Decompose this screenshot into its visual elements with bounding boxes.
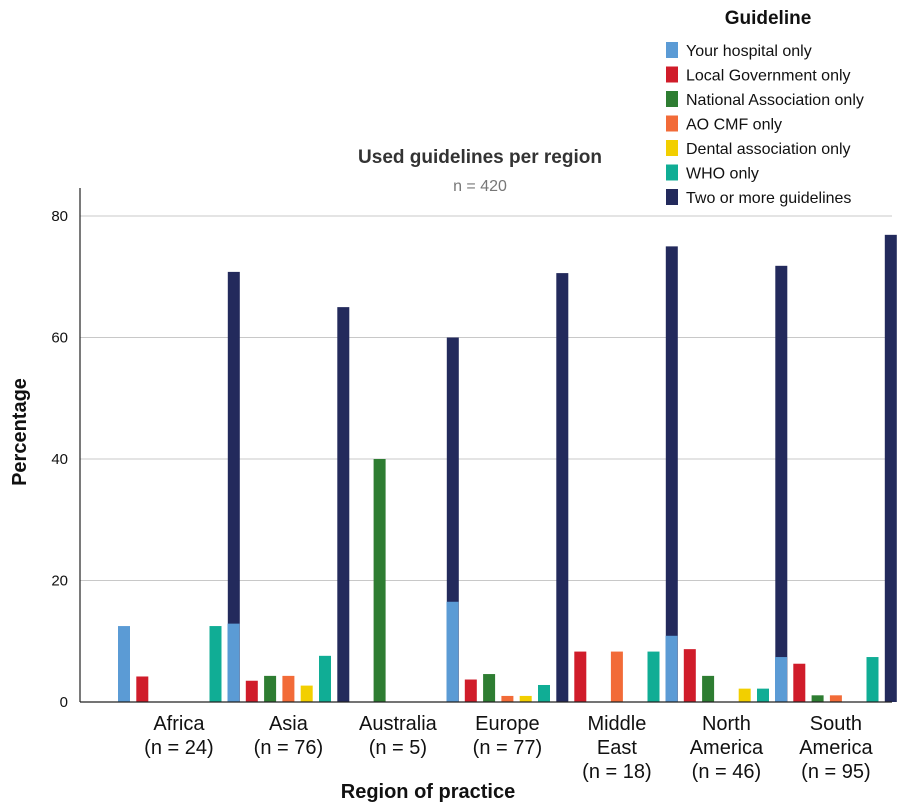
bar bbox=[209, 626, 222, 702]
bar bbox=[556, 273, 569, 702]
x-category-label: (n = 46) bbox=[692, 761, 761, 783]
bar bbox=[647, 651, 660, 702]
x-category-label: America bbox=[799, 737, 873, 759]
bar bbox=[775, 657, 787, 702]
bar bbox=[136, 676, 149, 702]
bar bbox=[738, 688, 751, 702]
x-category-label: (n = 77) bbox=[473, 737, 542, 759]
legend-swatch bbox=[666, 189, 678, 205]
bar bbox=[702, 675, 715, 702]
bar bbox=[538, 684, 550, 702]
bar bbox=[264, 675, 277, 702]
legend-swatch bbox=[666, 164, 678, 181]
x-category-label: Africa bbox=[153, 713, 205, 735]
x-category-label: (n = 18) bbox=[582, 761, 651, 783]
legend-entry: Your hospital only bbox=[686, 43, 812, 60]
x-category-label: East bbox=[597, 737, 637, 759]
legend-entry: National Association only bbox=[686, 92, 864, 109]
x-category-label: North bbox=[702, 713, 751, 735]
x-category-label: (n = 5) bbox=[369, 737, 427, 759]
legend-entry: Two or more guidelines bbox=[686, 190, 851, 207]
y-tick-labels: 0 20 40 60 80 bbox=[51, 208, 68, 711]
y-tick-label: 40 bbox=[51, 451, 68, 468]
bar bbox=[227, 271, 240, 702]
bar bbox=[665, 246, 678, 702]
chart-subtitle: n = 420 bbox=[453, 178, 507, 195]
bar bbox=[337, 307, 350, 702]
gridlines bbox=[80, 215, 892, 581]
bars bbox=[118, 234, 897, 702]
x-category-label: South bbox=[810, 713, 862, 735]
bar bbox=[866, 657, 879, 702]
bar bbox=[829, 695, 842, 702]
bar bbox=[775, 265, 788, 702]
bar bbox=[884, 234, 897, 702]
legend: Your hospital only Local Government only N… bbox=[666, 42, 864, 207]
bar bbox=[373, 459, 386, 702]
x-axis-title: Region of practice bbox=[341, 781, 515, 803]
bar bbox=[610, 651, 623, 702]
x-category-label: America bbox=[690, 737, 764, 759]
legend-swatch bbox=[666, 140, 678, 156]
y-tick-label: 20 bbox=[51, 573, 68, 590]
bar bbox=[245, 680, 258, 702]
legend-entry: AO CMF only bbox=[686, 117, 782, 134]
bar bbox=[574, 651, 587, 702]
x-category-label: Middle bbox=[587, 713, 646, 735]
bar bbox=[757, 688, 769, 702]
bar bbox=[464, 679, 477, 702]
bar bbox=[227, 623, 240, 702]
legend-title: Guideline bbox=[725, 8, 812, 29]
y-axis-title: Percentage bbox=[9, 378, 31, 486]
bar bbox=[793, 663, 806, 702]
legend-swatch bbox=[666, 91, 678, 107]
x-category-label: Asia bbox=[269, 713, 309, 735]
legend-entry: Dental association only bbox=[686, 141, 851, 158]
bar bbox=[319, 655, 331, 702]
bar bbox=[300, 685, 313, 702]
legend-swatch bbox=[666, 42, 678, 58]
bar bbox=[665, 635, 678, 702]
axes bbox=[79, 188, 892, 703]
chart-title: Used guidelines per region bbox=[358, 147, 602, 168]
x-category-label: (n = 24) bbox=[144, 737, 213, 759]
bar bbox=[483, 674, 496, 702]
x-category-label: Europe bbox=[475, 713, 540, 735]
bar bbox=[811, 695, 824, 702]
x-category-label: (n = 76) bbox=[254, 737, 323, 759]
legend-entry: Local Government only bbox=[686, 68, 851, 85]
x-category-label: Australia bbox=[359, 713, 438, 735]
bar bbox=[282, 675, 295, 702]
y-tick-label: 60 bbox=[51, 330, 68, 347]
y-tick-label: 0 bbox=[60, 694, 68, 711]
legend-swatch bbox=[666, 66, 678, 83]
y-tick-label: 80 bbox=[51, 208, 68, 225]
legend-entry: WHO only bbox=[686, 166, 759, 183]
bar bbox=[519, 695, 532, 702]
x-category-labels: Africa(n = 24)Asia(n = 76)Australia(n = … bbox=[144, 713, 873, 783]
x-category-label: (n = 95) bbox=[801, 761, 870, 783]
bar bbox=[118, 626, 130, 702]
bar bbox=[446, 601, 459, 702]
bar bbox=[683, 649, 696, 702]
legend-swatch bbox=[666, 115, 678, 132]
bar bbox=[501, 695, 514, 702]
